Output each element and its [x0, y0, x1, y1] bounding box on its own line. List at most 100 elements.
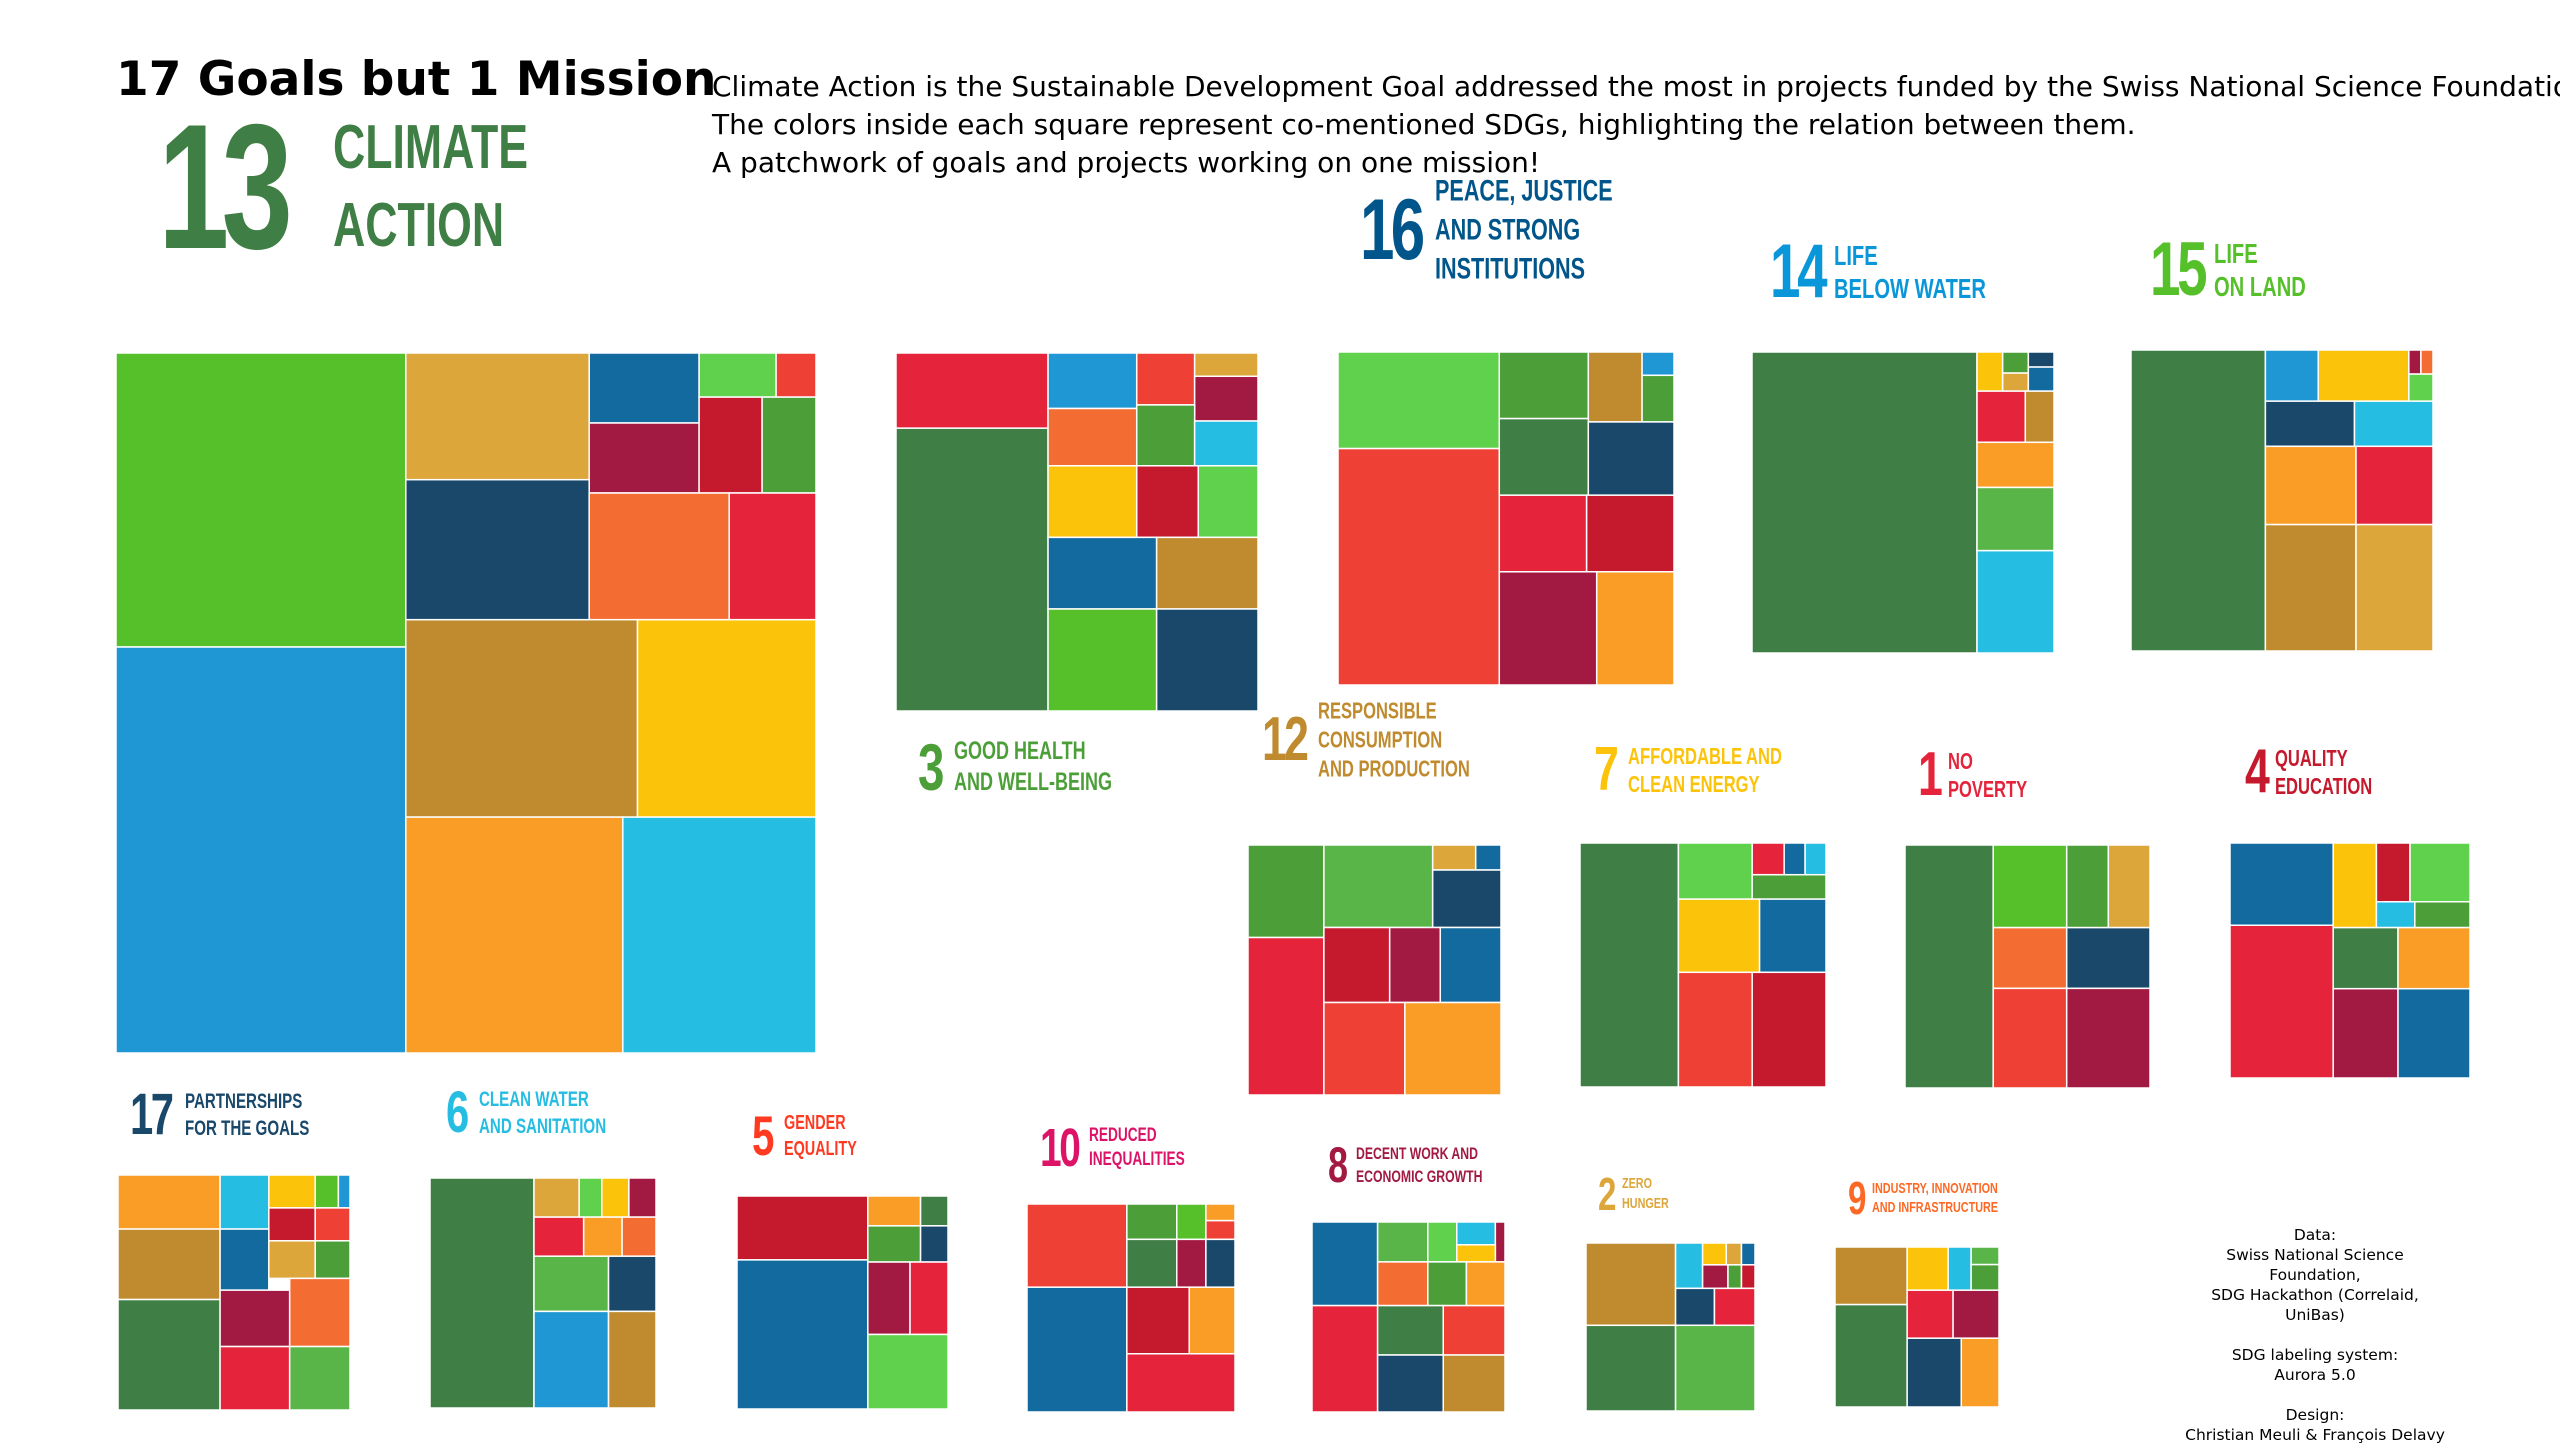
treemap-sdg-13-svg — [116, 353, 816, 1053]
treemap-tile — [1135, 404, 1196, 467]
sdg-label: ZERO HUNGER — [1622, 1174, 1669, 1214]
treemap-tile — [607, 1255, 656, 1313]
treemap-tile — [116, 646, 407, 1053]
sdg-label: AFFORDABLE AND CLEAN ENERGY — [1628, 742, 1782, 798]
treemap-tile — [118, 1228, 221, 1301]
treemap-tile — [116, 353, 407, 648]
treemap-tile — [919, 1225, 948, 1263]
sdg-label: RESPONSIBLE CONSUMPTION AND PRODUCTION — [1318, 697, 1470, 784]
treemap-tile — [1740, 1243, 1755, 1266]
treemap-sdg-16 — [896, 353, 1258, 711]
sdg-number: 7 — [1594, 735, 1619, 804]
treemap-sdg-7-svg — [1580, 843, 1826, 1087]
sdg-label-line: CONSUMPTION — [1318, 726, 1443, 753]
treemap-tile — [1155, 608, 1258, 711]
sdg-label-line: INEQUALITIES — [1088, 1149, 1185, 1170]
sdg-label-line: DECENT WORK AND — [1355, 1144, 1478, 1163]
treemap-sdg-17 — [118, 1175, 350, 1410]
treemap-tile — [1970, 1263, 1999, 1291]
treemap-tile — [1126, 1238, 1178, 1288]
treemap-tile — [288, 1277, 350, 1348]
treemap-tile — [1442, 1304, 1505, 1356]
treemap-tile — [1677, 971, 1753, 1087]
sdg-label-line: CLEAN ENERGY — [1628, 771, 1760, 797]
treemap-tile — [1752, 352, 1978, 653]
treemap-tile — [1751, 843, 1785, 876]
treemap-tile — [2317, 350, 2410, 402]
treemap-tile — [919, 1196, 948, 1227]
treemap-tile — [588, 492, 730, 621]
treemap-tile — [1176, 1238, 1207, 1288]
treemap-sdg-7 — [1580, 843, 1826, 1087]
treemap-tile — [1312, 1304, 1379, 1412]
treemap-tile — [1498, 352, 1590, 420]
sdg-label-line: NO — [1948, 748, 1973, 774]
sdg-label-line: QUALITY — [2275, 745, 2348, 771]
treemap-tile — [2065, 987, 2150, 1088]
treemap-tile — [867, 1196, 922, 1227]
treemap-tile — [582, 1216, 623, 1257]
treemap-sdg-1-svg — [1905, 845, 2150, 1088]
credits-labeling-label: SDG labeling system: — [2231, 1346, 2399, 1364]
intro-line: The colors inside each square represent … — [712, 108, 2136, 141]
sdg-label-line: RESPONSIBLE — [1318, 697, 1438, 724]
sdg-label-line: GOOD HEALTH — [953, 737, 1086, 765]
sdg-number: 9 — [1848, 1172, 1866, 1224]
treemap-tile — [2001, 352, 2030, 374]
treemap-sdg-17-svg — [118, 1175, 350, 1410]
treemap-sdg-12-svg — [1248, 845, 1501, 1095]
sdg-label-line: GENDER — [784, 1112, 846, 1134]
treemap-tile — [2024, 390, 2054, 444]
treemap-tile — [1586, 1243, 1677, 1327]
treemap-tile — [1585, 494, 1674, 573]
sdg-label: REDUCED INEQUALITIES — [1089, 1124, 1185, 1172]
sdg-label: NO POVERTY — [1948, 747, 2027, 803]
treemap-tile — [1498, 417, 1590, 496]
treemap-sdg-6 — [430, 1178, 656, 1408]
treemap-tile — [1376, 1261, 1429, 1307]
treemap-tile — [288, 1345, 350, 1410]
treemap-tile — [1992, 845, 2068, 929]
treemap-tile — [1976, 390, 2027, 444]
page-title: 17 Goals but 1 Mission — [116, 52, 717, 107]
treemap-tile — [1727, 1264, 1743, 1290]
treemap-tile — [1047, 536, 1158, 610]
treemap-tile — [1312, 1222, 1379, 1307]
sdg-label-line: ZERO — [1622, 1175, 1653, 1192]
sdg-label-line: LIFE — [1834, 240, 1878, 271]
treemap-tile — [1126, 1353, 1235, 1412]
treemap-tile — [314, 1175, 340, 1209]
treemap-tile — [896, 427, 1049, 711]
treemap-sdg-10 — [1027, 1204, 1235, 1412]
treemap-tile — [1205, 1238, 1235, 1288]
treemap-tile — [2230, 924, 2334, 1078]
treemap-tile — [867, 1261, 911, 1336]
treemap-tile — [1456, 1244, 1497, 1263]
treemap-tile — [1376, 1304, 1444, 1356]
sdg-label: DECENT WORK AND ECONOMIC GROWTH — [1356, 1142, 1482, 1188]
treemap-tile — [1442, 1354, 1505, 1412]
sdg-label: PARTNERSHIPS FOR THE GOALS — [185, 1088, 309, 1142]
treemap-tile — [219, 1228, 270, 1291]
treemap-tile — [1193, 420, 1258, 467]
treemap-tile — [1906, 1247, 1949, 1291]
treemap-tile — [1027, 1286, 1128, 1412]
treemap-tile — [2420, 350, 2433, 375]
treemap-tile — [2375, 901, 2416, 929]
treemap-tile — [1641, 374, 1674, 423]
sdg-number: 2 — [1598, 1168, 1616, 1220]
treemap-tile — [588, 353, 700, 424]
treemap-tile — [2107, 845, 2150, 929]
sdg-label-line: REDUCED — [1088, 1125, 1157, 1146]
treemap-tile — [1960, 1337, 1999, 1407]
treemap-tile — [405, 478, 590, 621]
sdg-label-line: EQUALITY — [784, 1138, 857, 1160]
treemap-tile — [867, 1225, 922, 1263]
treemap-sdg-13 — [116, 353, 816, 1053]
treemap-sdg-4 — [2230, 843, 2470, 1078]
treemap-tile — [219, 1175, 270, 1230]
treemap-tile — [1338, 352, 1501, 450]
treemap-sdg-3-svg — [2131, 350, 2433, 651]
treemap-tile — [219, 1345, 291, 1410]
treemap-tile — [1587, 421, 1674, 496]
